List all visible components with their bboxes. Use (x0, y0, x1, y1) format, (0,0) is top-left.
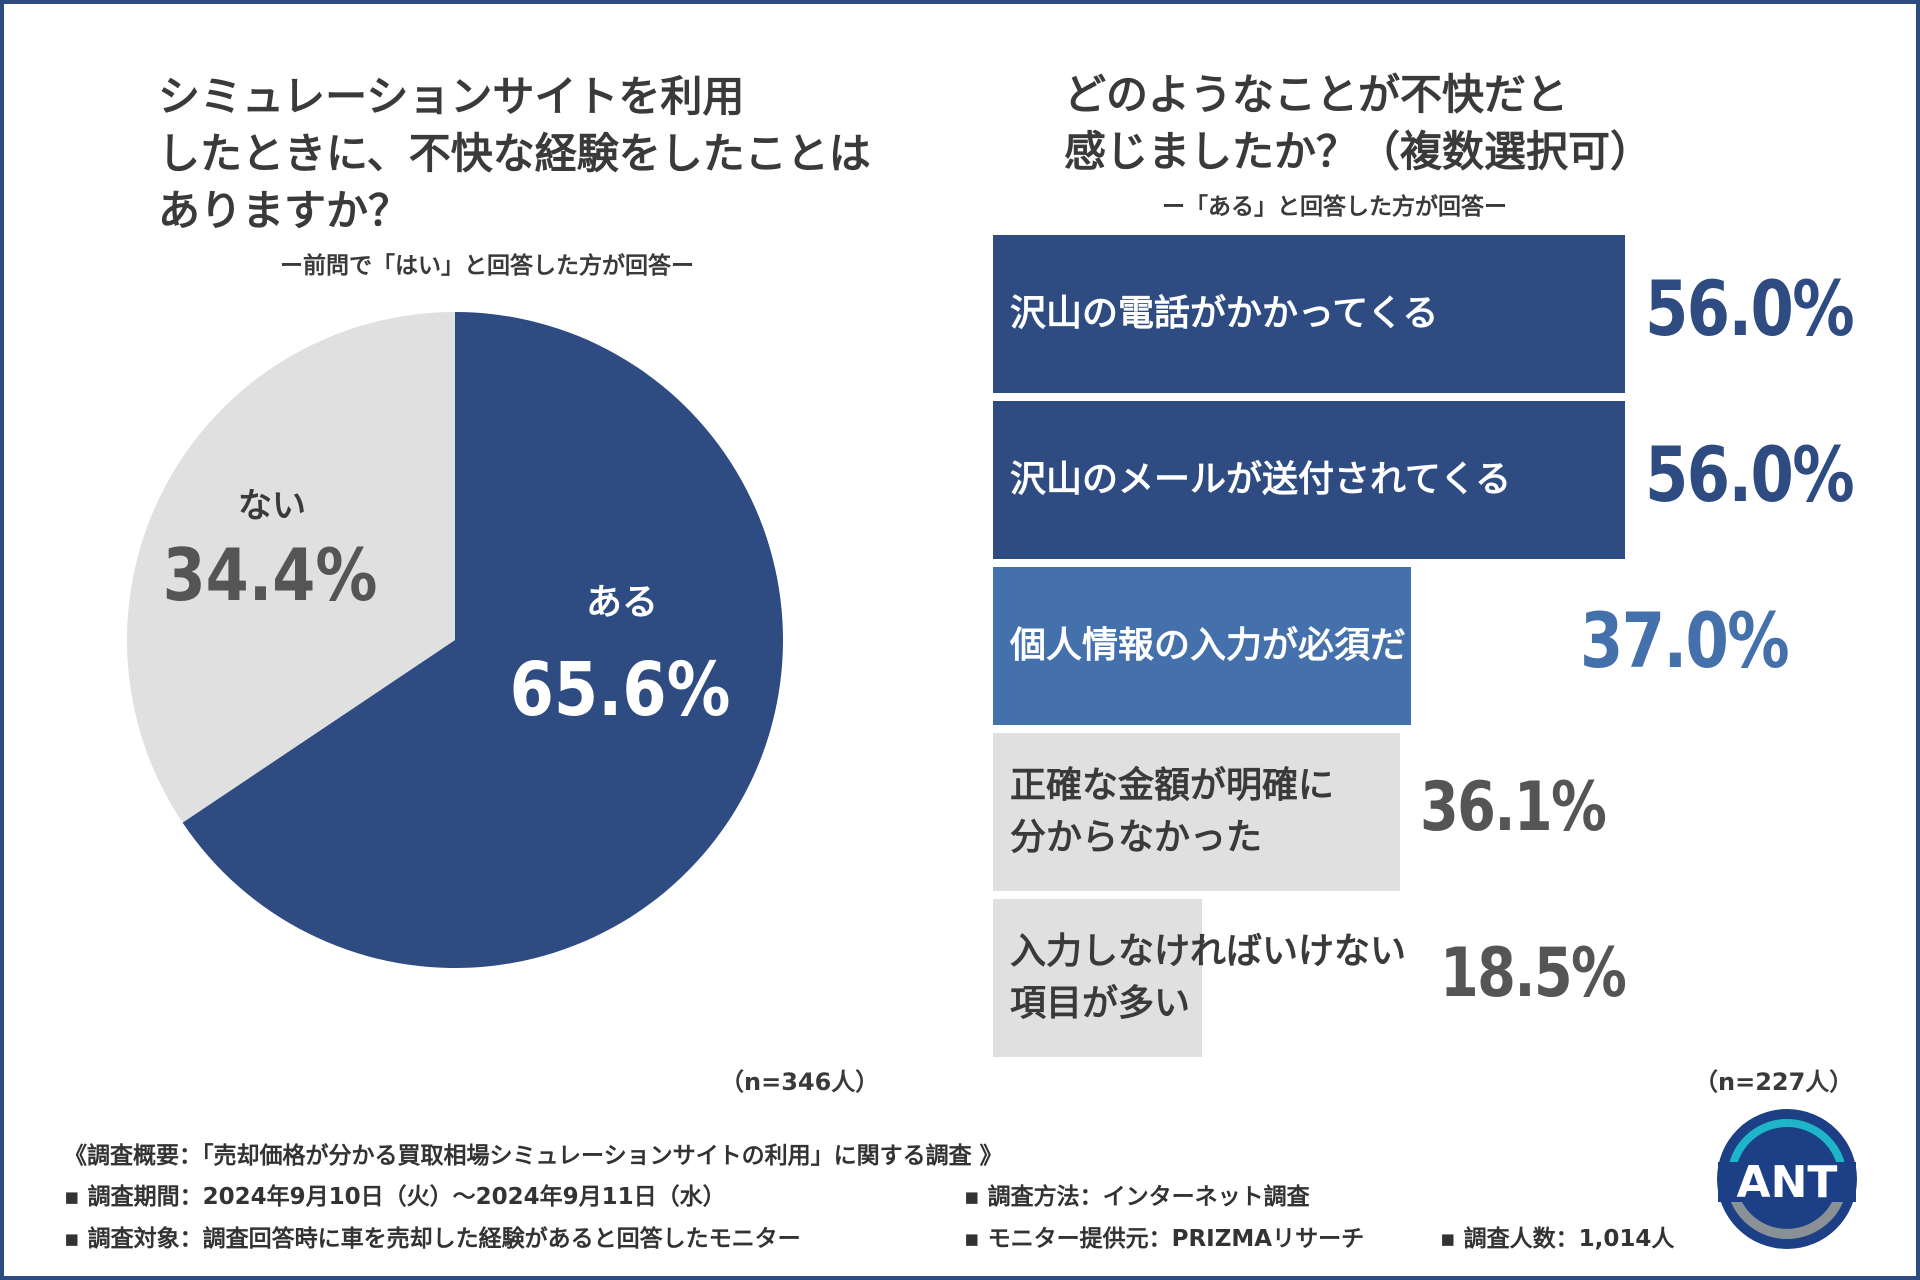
ant-logo: ANT (1717, 1109, 1857, 1249)
right-chart-subtitle: ー「ある」と回答した方が回答ー (1162, 194, 1507, 220)
pie-slice-nai (127, 312, 455, 823)
left-chart-subtitle: ー前問で「はい」と回答した方が回答ー (280, 253, 694, 279)
survey-target: ▪ 調査対象：調査回答時に車を売却した経験があると回答したモニター (64, 1226, 801, 1252)
bar-value-personal-info: 37.0% (1580, 596, 1790, 685)
survey-provider: ▪ モニター提供元：PRIZMAリサーチ (964, 1226, 1365, 1252)
survey-count: ▪ 調査人数：1,014人 (1440, 1226, 1675, 1252)
left-chart-title: シミュレーションサイトを利用 したときに、不快な経験をしたことは ありますか？ (158, 68, 871, 239)
bar-many-fields (993, 899, 1202, 1057)
bar-value-phone-calls: 56.0% (1645, 264, 1855, 353)
bar-label-many-fields: 入力しなければいけない 項目が多い (1010, 931, 1407, 1024)
pie-value-aru: 65.6% (510, 647, 731, 733)
pie-value-nai: 34.4% (163, 534, 378, 618)
pie-label-aru: ある (586, 582, 658, 623)
logo-band (1718, 1162, 1856, 1202)
right-title-line-1: どのようなことが不快だと (1064, 70, 1569, 119)
bar-emails (993, 401, 1625, 559)
right-chart-title: どのようなことが不快だと 感じましたか？（複数選択可） (1064, 66, 1652, 180)
pie-label-nai: ない (238, 486, 306, 526)
logo-text: ANT (1737, 1157, 1838, 1208)
bar-label-unclear-price: 正確な金額が明確に 分からなかった (1010, 765, 1335, 858)
left-title-line-1: シミュレーションサイトを利用 (158, 72, 745, 121)
left-title-line-3: ありますか？ (158, 186, 411, 235)
left-title-line-2: したときに、不快な経験をしたことは (158, 129, 871, 178)
survey-period: ▪ 調査期間：2024年9月10日（火）～2024年9月11日（水） (64, 1184, 726, 1210)
bar-value-many-fields: 18.5% (1440, 934, 1627, 1013)
bar-value-emails: 56.0% (1645, 430, 1855, 519)
bar-label-phone-calls: 沢山の電話がかかってくる (1010, 293, 1439, 334)
right-title-line-2: 感じましたか？（複数選択可） (1064, 127, 1653, 176)
bar-unclear-price (993, 733, 1400, 891)
bar-label-emails: 沢山のメールが送付されてくる (1010, 459, 1512, 500)
left-sample-size: （n=346人） (720, 1068, 880, 1096)
survey-overview: 《調査概要：「売却価格が分かる買取相場シミュレーションサイトの利用」に関する調査… (64, 1143, 1003, 1169)
right-sample-size: （n=227人） (1694, 1068, 1854, 1096)
bar-label-personal-info: 個人情報の入力が必須だった (1010, 625, 1479, 666)
logo-gray-arc (1729, 1194, 1845, 1239)
bar-personal-info (993, 567, 1411, 725)
pie-slice-aru (182, 312, 783, 968)
pie-chart: ない 34.4% ある 65.6% (127, 312, 783, 968)
survey-method: ▪ 調査方法：インターネット調査 (964, 1184, 1310, 1210)
bar-value-unclear-price: 36.1% (1420, 768, 1607, 847)
bar-phone-calls (993, 235, 1625, 393)
